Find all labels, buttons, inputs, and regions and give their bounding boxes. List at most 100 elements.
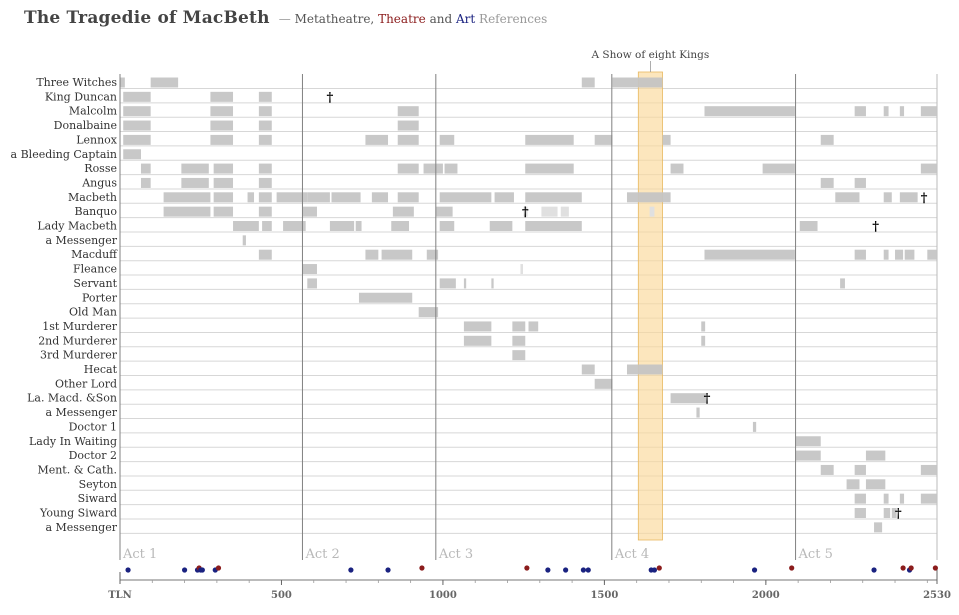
appearance-bar (181, 163, 209, 174)
appearance-bar (927, 249, 937, 260)
appearance-bar (512, 321, 526, 332)
appearance-bar (150, 77, 179, 88)
x-axis: TLN 500 1000 1500 2000 2530 (108, 568, 951, 601)
appearance-bar (391, 221, 410, 231)
death-dagger-icon: † (704, 392, 711, 407)
theatre-reference-dot (524, 565, 530, 571)
appearance-bar (140, 177, 151, 188)
x-tick-label: 500 (271, 590, 292, 601)
character-label: Malcolm (69, 105, 118, 118)
appearance-bar (463, 278, 467, 289)
character-label: 1st Murderer (42, 320, 117, 333)
appearance-bar (423, 163, 443, 174)
appearance-bar (581, 77, 595, 88)
appearance-bar (258, 249, 272, 260)
x-tick-label: 2530 (923, 590, 951, 601)
appearance-bar (704, 249, 795, 260)
appearance-bar (262, 221, 272, 231)
art-reference-dot (563, 567, 569, 573)
appearance-bar (258, 120, 272, 131)
appearance-bar (762, 163, 795, 174)
appearance-bar (123, 91, 151, 102)
death-dagger-icon: † (872, 220, 879, 235)
appearance-bar (307, 278, 317, 289)
character-label: a Bleeding Captain (11, 148, 117, 161)
character-label: La. Macd. &Son (27, 392, 117, 405)
character-label: Doctor 2 (69, 449, 117, 462)
theatre-reference-dot (656, 565, 662, 571)
appearance-bar (594, 134, 613, 145)
act-label: Act 1 (122, 547, 157, 562)
appearance-bar (854, 106, 866, 117)
appearance-bar (626, 364, 663, 375)
x-tick-label: 1000 (429, 590, 457, 601)
appearance-bar (883, 106, 889, 117)
appearance-bar (820, 464, 834, 475)
appearance-bar (463, 335, 492, 346)
theatre-reference-dot (908, 565, 914, 571)
bars-layer: † † † † † † (120, 77, 937, 533)
appearance-bar (525, 221, 582, 231)
art-reference-dot (199, 567, 205, 573)
appearance-bar (302, 206, 317, 217)
appearance-bar (120, 77, 125, 88)
art-reference-dot (585, 567, 591, 573)
appearance-bar (670, 163, 684, 174)
appearance-bar (258, 192, 272, 203)
character-label: Rosse (84, 162, 117, 175)
character-label: Other Lord (55, 377, 117, 390)
title-block: The Tragedie of MacBeth — Metatheatre, T… (24, 8, 547, 28)
character-label: Siward (78, 492, 117, 505)
character-label: King Duncan (45, 90, 117, 103)
appearance-bar (626, 192, 671, 203)
character-label: Macduff (71, 248, 118, 261)
appearance-bar (701, 335, 706, 346)
appearance-bar (883, 508, 891, 518)
appearance-bar (331, 192, 361, 203)
appearance-bar (494, 192, 514, 203)
character-label: Young Siward (39, 507, 117, 520)
character-label: Fleance (73, 263, 117, 276)
appearance-bar (594, 378, 613, 389)
appearance-bar (247, 192, 255, 203)
appearance-bar (920, 464, 937, 475)
row-grid (120, 74, 938, 560)
appearance-bar (799, 221, 818, 231)
appearance-bar (276, 192, 308, 203)
appearance-bar (439, 134, 455, 145)
appearance-bar (795, 436, 821, 447)
death-dagger-icon: † (895, 507, 902, 522)
appearance-bar (820, 177, 834, 188)
x-tick-label: 1500 (590, 590, 618, 601)
theatre-reference-dot (900, 565, 906, 571)
character-label: Servant (73, 277, 117, 290)
appearance-bar (365, 134, 389, 145)
highlight-layer: A Show of eight Kings (591, 49, 709, 541)
appearance-bar (528, 321, 539, 332)
appearance-bar (463, 321, 492, 332)
appearance-bar (210, 106, 234, 117)
art-reference-dot (751, 567, 758, 573)
acts-layer: Act 1 Act 2 Act 3 Act 4 Act 5 (119, 74, 833, 562)
appearance-bar (696, 407, 700, 418)
appearance-bar (920, 106, 937, 117)
appearance-bar (840, 278, 845, 289)
ghost-bar (523, 206, 528, 217)
appearance-bar (491, 278, 494, 289)
highlight-band (637, 71, 663, 541)
death-dagger-icon: † (921, 191, 928, 206)
appearance-bar (891, 508, 897, 518)
x-tick-label: 2000 (752, 590, 780, 601)
appearance-bar (358, 292, 413, 303)
ghost-bar (520, 264, 524, 275)
character-label: Seyton (79, 478, 117, 491)
appearance-bar (307, 192, 330, 203)
appearance-bar (444, 163, 458, 174)
character-label: Angus (81, 176, 117, 189)
appearance-bar (670, 393, 707, 404)
appearance-bar (123, 134, 151, 145)
appearance-bar (883, 493, 889, 504)
character-label: a Messenger (45, 521, 117, 534)
appearance-bar (397, 134, 419, 145)
art-reference-dot (580, 567, 586, 573)
